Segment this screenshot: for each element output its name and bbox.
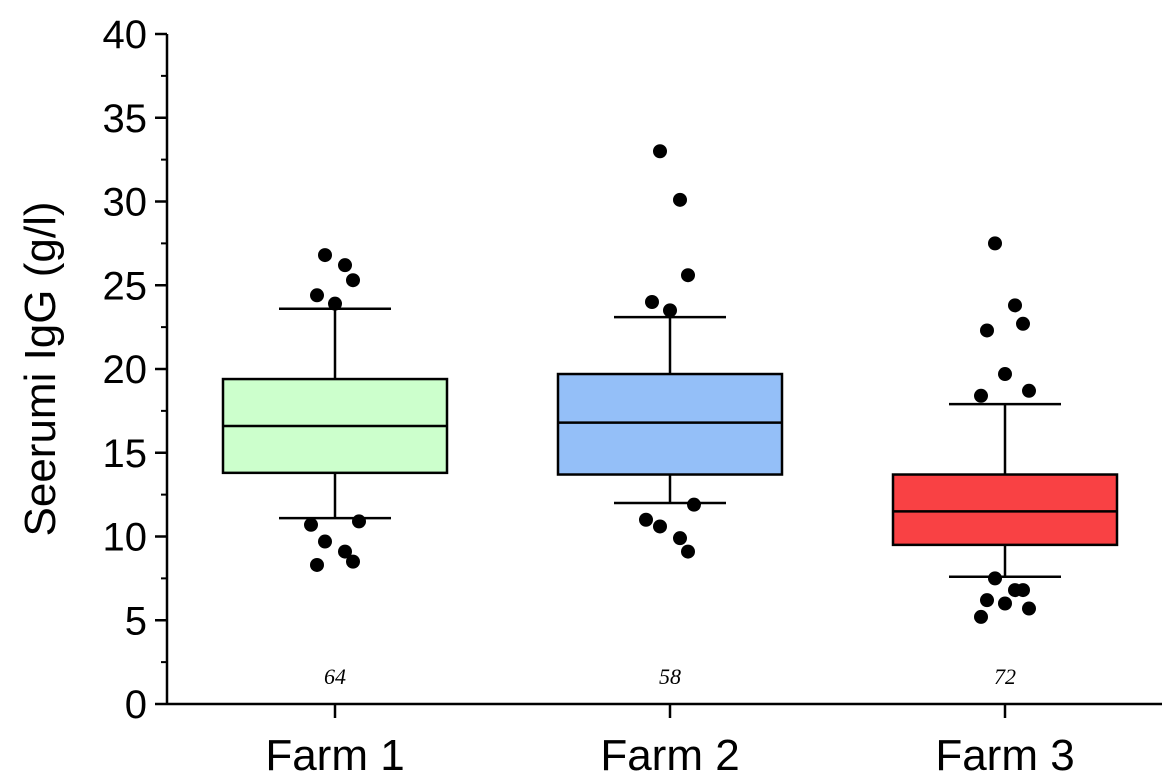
outlier-point — [310, 288, 324, 303]
outlier-point — [318, 534, 332, 549]
outlier-point — [1022, 383, 1036, 398]
outlier-point — [1016, 583, 1030, 598]
outlier-point — [645, 295, 659, 309]
sample-size-label: 58 — [659, 664, 681, 689]
outlier-point — [988, 571, 1002, 586]
outlier-point — [663, 303, 677, 318]
y-tick-label: 5 — [125, 599, 147, 643]
outlier-point — [639, 512, 653, 527]
iqr-box — [891, 473, 1119, 547]
outlier-point — [998, 596, 1012, 611]
outlier-point — [673, 192, 687, 207]
outlier-point — [328, 296, 342, 311]
outlier-points — [304, 144, 1036, 624]
x-category-label: Farm 3 — [935, 731, 1074, 778]
y-tick-label: 40 — [103, 13, 148, 57]
outlier-point — [310, 557, 324, 572]
y-axis-title: Seerumi IgG (g/l) — [16, 202, 65, 537]
y-tick-label: 25 — [103, 264, 148, 308]
outlier-point — [304, 517, 318, 532]
sample-size-label: 64 — [324, 664, 346, 689]
outlier-point — [318, 248, 332, 263]
boxes — [221, 307, 1119, 578]
outlier-point — [653, 144, 667, 159]
y-axis: 0 5 10 15 20 25 30 35 40 — [103, 13, 169, 727]
outlier-point — [346, 554, 360, 569]
outlier-point — [681, 544, 695, 559]
outlier-point — [980, 323, 994, 338]
outlier-point — [687, 497, 701, 512]
outlier-point — [1022, 601, 1036, 616]
y-tick-label: 10 — [103, 516, 148, 560]
y-tick-label: 15 — [103, 432, 148, 476]
y-tick-label: 20 — [103, 348, 148, 392]
outlier-point — [673, 531, 687, 546]
box-1 — [221, 307, 449, 520]
box-2 — [556, 315, 784, 505]
sample-size-label: 72 — [994, 664, 1016, 689]
outlier-point — [974, 609, 988, 624]
outlier-point — [1008, 298, 1022, 313]
y-tick-label: 0 — [125, 683, 147, 727]
x-category-label: Farm 1 — [265, 731, 404, 778]
outlier-point — [988, 236, 1002, 251]
iqr-box — [556, 372, 784, 476]
outlier-point — [352, 514, 366, 529]
y-tick-label: 30 — [103, 181, 148, 225]
outlier-point — [1016, 316, 1030, 331]
sample-size-labels: 64 58 72 — [324, 664, 1016, 689]
outlier-point — [338, 258, 352, 273]
outlier-point — [338, 544, 352, 559]
outlier-point — [346, 273, 360, 288]
outlier-point — [998, 367, 1012, 382]
outlier-point — [980, 593, 994, 608]
outlier-point — [653, 519, 667, 534]
x-axis: Farm 1 Farm 2 Farm 3 — [167, 702, 1162, 778]
box-3 — [891, 402, 1119, 578]
outlier-point — [681, 268, 695, 283]
y-tick-label: 35 — [103, 97, 148, 141]
x-category-label: Farm 2 — [600, 731, 739, 778]
outlier-point — [974, 388, 988, 403]
